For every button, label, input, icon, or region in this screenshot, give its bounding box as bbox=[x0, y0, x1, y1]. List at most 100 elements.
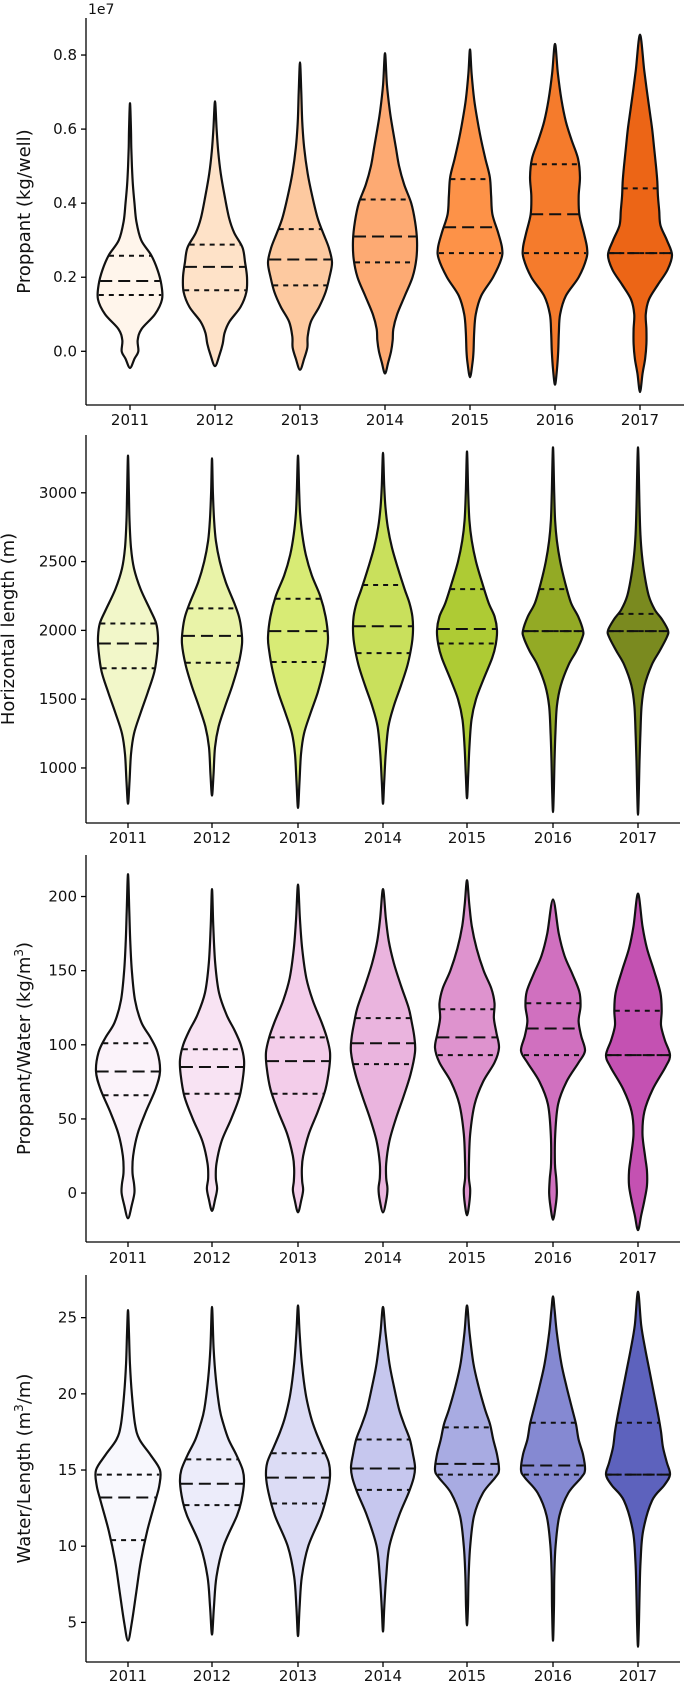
violin-2011 bbox=[96, 454, 160, 805]
panel-1: 0.0 0.2 0.4 0.6 0.8 1e7 Proppant (kg/well) 2011… bbox=[14, 2, 684, 429]
violin-2012 bbox=[181, 100, 249, 368]
violin-body bbox=[264, 1304, 332, 1638]
x-tick-label-2016: 2016 bbox=[534, 829, 572, 847]
violin-body bbox=[433, 879, 501, 1217]
violin-2011 bbox=[94, 1308, 162, 1642]
y-axis-label-tail: /m) bbox=[14, 1374, 35, 1405]
y-tick-label: 50 bbox=[58, 1110, 77, 1128]
violin-2016 bbox=[519, 1295, 587, 1642]
violin-2014 bbox=[351, 52, 419, 375]
y-tick-label: 100 bbox=[48, 1036, 77, 1054]
y-tick-label: 1000 bbox=[39, 759, 77, 777]
y-tick-label: 2000 bbox=[39, 621, 77, 639]
violin-2016 bbox=[519, 898, 587, 1221]
x-tick-label-2017: 2017 bbox=[619, 1667, 657, 1685]
violin-2017 bbox=[606, 446, 670, 816]
violin-body bbox=[604, 1290, 672, 1648]
y-tick-label: 0.0 bbox=[53, 342, 77, 360]
y-tick-label: 150 bbox=[48, 962, 77, 980]
x-tick-label-2014: 2014 bbox=[366, 411, 404, 429]
y-axis-label: Water/Length (m3/m) bbox=[12, 1374, 35, 1564]
y-tick-label: 3000 bbox=[39, 484, 77, 502]
violin-2015 bbox=[435, 450, 499, 800]
violin-body bbox=[436, 48, 504, 379]
panel-4: 5 10 15 20 25 Water/Length (m3/m) 2011 2012 2013… bbox=[12, 1275, 680, 1685]
violin-2013 bbox=[266, 61, 334, 371]
violin-2015 bbox=[433, 879, 501, 1217]
violin-body bbox=[433, 1304, 501, 1627]
violin-body bbox=[435, 450, 499, 800]
y-tick-label: 5 bbox=[67, 1613, 77, 1631]
y-axis-label: Proppant (kg/well) bbox=[14, 129, 35, 293]
violin-body bbox=[178, 887, 246, 1212]
violin-2015 bbox=[436, 48, 504, 379]
violin-2014 bbox=[349, 887, 417, 1214]
violin-2013 bbox=[264, 883, 332, 1214]
x-tick-label-2012: 2012 bbox=[193, 829, 231, 847]
x-tick-label-2014: 2014 bbox=[364, 1249, 402, 1267]
y-tick-label: 0.8 bbox=[53, 46, 77, 64]
y-offset-label: 1e7 bbox=[88, 2, 114, 18]
violin-body bbox=[519, 1295, 587, 1642]
y-tick-label: 20 bbox=[58, 1385, 77, 1403]
x-tick-label-2011: 2011 bbox=[109, 1667, 147, 1685]
x-tick-label-2015: 2015 bbox=[448, 829, 486, 847]
x-tick-label-2013: 2013 bbox=[281, 411, 319, 429]
violin-2012 bbox=[180, 457, 244, 797]
x-tick-label-2016: 2016 bbox=[536, 411, 574, 429]
y-axis-label-superscript: 3 bbox=[12, 1404, 26, 1412]
violin-2016 bbox=[521, 42, 589, 386]
violin-body bbox=[349, 1305, 417, 1633]
violin-body bbox=[96, 454, 160, 805]
panel-2: 1000 1500 2000 2500 3000 Horizontal length (m… bbox=[0, 435, 680, 847]
violin-2011 bbox=[94, 873, 162, 1220]
violin-2017 bbox=[604, 892, 672, 1232]
violin-2013 bbox=[264, 1304, 332, 1638]
violin-2014 bbox=[349, 1305, 417, 1633]
x-tick-label-2012: 2012 bbox=[196, 411, 234, 429]
violin-body bbox=[351, 52, 419, 375]
panel-3: 0 50 100 150 200 Proppant/Water (kg/m3) 2011 20… bbox=[12, 855, 680, 1267]
violin-body bbox=[180, 457, 244, 797]
y-tick-label: 0.4 bbox=[53, 194, 77, 212]
x-tick-label-2012: 2012 bbox=[193, 1667, 231, 1685]
violin-body bbox=[94, 873, 162, 1220]
violin-2015 bbox=[433, 1304, 501, 1627]
violin-2012 bbox=[178, 1305, 246, 1636]
violin-body bbox=[519, 898, 587, 1221]
y-tick-label: 0.6 bbox=[53, 120, 77, 138]
x-tick-label-2016: 2016 bbox=[534, 1249, 572, 1267]
x-tick-label-2014: 2014 bbox=[364, 1667, 402, 1685]
y-tick-label: 200 bbox=[48, 888, 77, 906]
x-tick-label-2016: 2016 bbox=[534, 1667, 572, 1685]
y-tick-label: 1500 bbox=[39, 690, 77, 708]
violin-2017 bbox=[604, 1290, 672, 1648]
x-tick-label-2014: 2014 bbox=[364, 829, 402, 847]
violin-body bbox=[266, 61, 334, 371]
x-tick-label-2012: 2012 bbox=[193, 1249, 231, 1267]
violin-body bbox=[349, 887, 417, 1214]
x-tick-label-2013: 2013 bbox=[279, 1667, 317, 1685]
violin-body bbox=[604, 892, 672, 1232]
x-tick-label-2015: 2015 bbox=[451, 411, 489, 429]
y-axis-label: Horizontal length (m) bbox=[0, 533, 19, 725]
violin-2012 bbox=[178, 887, 246, 1212]
violin-2013 bbox=[266, 454, 330, 809]
violin-2011 bbox=[96, 102, 164, 370]
violin-body bbox=[181, 100, 249, 368]
violin-body bbox=[606, 33, 674, 394]
y-tick-label: 0.2 bbox=[53, 268, 77, 286]
y-tick-label: 0 bbox=[67, 1184, 77, 1202]
y-tick-label: 10 bbox=[58, 1537, 77, 1555]
x-tick-label-2011: 2011 bbox=[109, 829, 147, 847]
violin-2014 bbox=[351, 451, 415, 805]
x-tick-label-2013: 2013 bbox=[279, 1249, 317, 1267]
x-tick-label-2017: 2017 bbox=[621, 411, 659, 429]
violin-body bbox=[96, 102, 164, 370]
violin-body bbox=[351, 451, 415, 805]
x-tick-label-2015: 2015 bbox=[448, 1667, 486, 1685]
x-tick-label-2011: 2011 bbox=[109, 1249, 147, 1267]
x-tick-label-2011: 2011 bbox=[111, 411, 149, 429]
violin-body bbox=[521, 446, 585, 814]
